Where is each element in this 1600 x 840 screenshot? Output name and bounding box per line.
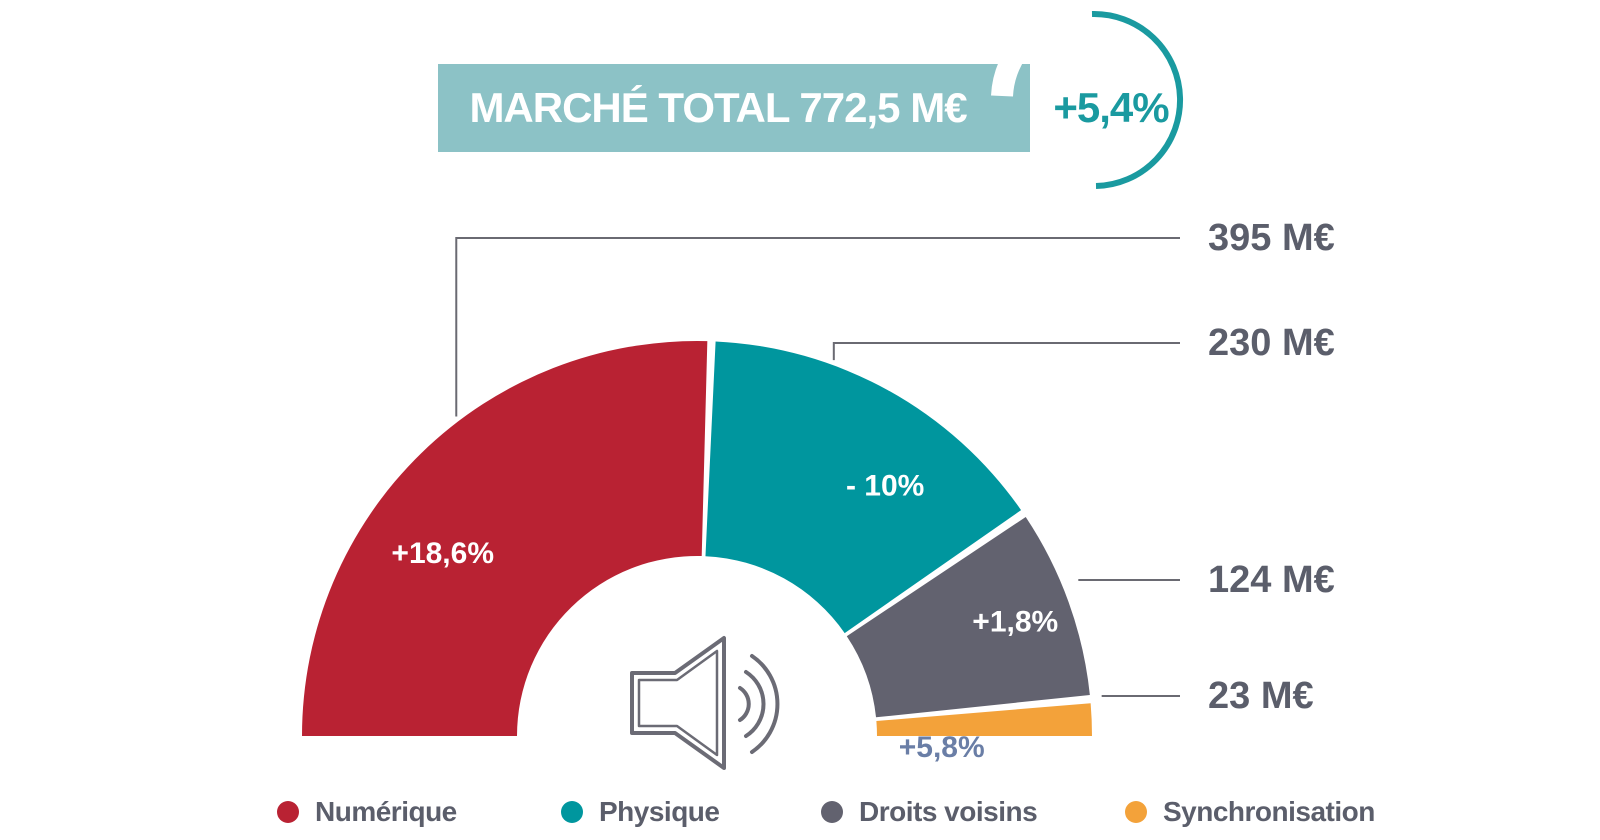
leader-line-numerique	[455, 237, 1180, 417]
slice-droits-voisins	[846, 516, 1090, 718]
value-label-droits-voisins: 124 M€	[1208, 559, 1335, 601]
value-label-numerique: 395 M€	[1208, 217, 1335, 259]
slice-numerique	[302, 341, 708, 736]
change-label-physique: - 10%	[846, 469, 924, 502]
legend-label: Physique	[599, 796, 720, 827]
slice-synchronisation	[876, 703, 1092, 736]
legend-item-physique: Physique	[561, 790, 720, 834]
legend-label: Numérique	[315, 796, 457, 827]
legend-label: Droits voisins	[859, 796, 1038, 827]
legend-swatch	[277, 801, 299, 823]
legend-item-droits-voisins: Droits voisins	[821, 790, 1038, 834]
legend-swatch	[821, 801, 843, 823]
total-banner	[438, 64, 1030, 152]
change-label-droits-voisins: +1,8%	[972, 605, 1058, 638]
total-change-label: +5,4%	[1053, 84, 1169, 131]
legend-label: Synchronisation	[1163, 796, 1375, 827]
speaker-icon	[630, 636, 780, 770]
leader-line-physique	[832, 342, 1180, 361]
legend-item-synchronisation: Synchronisation	[1125, 790, 1375, 834]
total-market-label: MARCHÉ TOTAL 772,5 M€	[469, 84, 967, 131]
legend-item-numerique: Numérique	[277, 790, 457, 834]
slice-physique	[705, 341, 1022, 634]
legend-swatch	[1125, 801, 1147, 823]
change-label-numerique: +18,6%	[391, 537, 494, 570]
change-label-synchronisation: +5,8%	[899, 731, 985, 764]
legend-swatch	[561, 801, 583, 823]
value-label-synchronisation: 23 M€	[1208, 675, 1314, 717]
value-label-physique: 230 M€	[1208, 322, 1335, 364]
